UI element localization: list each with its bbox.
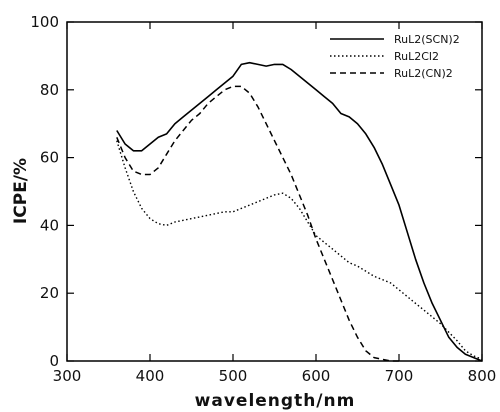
legend-label-rul2-scn-2: RuL2(SCN)2 <box>394 33 460 46</box>
x-tick-label-2: 500 <box>219 367 248 385</box>
y-axis-title: ICPE/% <box>11 158 31 224</box>
y-tick-label-2: 40 <box>40 216 59 234</box>
x-tick-label-3: 600 <box>302 367 331 385</box>
series-line-rul2cl2 <box>116 140 483 360</box>
series-line-rul2-scn-2 <box>116 61 483 362</box>
x-axis-title: wavelength/nm <box>195 391 356 411</box>
x-tick-label-1: 400 <box>136 367 165 385</box>
y-tick-label-4: 80 <box>40 81 59 99</box>
y-tick-label-3: 60 <box>40 149 59 167</box>
y-tick-label-1: 20 <box>40 284 59 302</box>
y-tick-label-0: 0 <box>49 352 59 370</box>
legend: RuL2(SCN)2 RuL2Cl2 RuL2(CN)2 <box>330 33 460 80</box>
plot-area-frame <box>66 21 483 362</box>
x-tick-label-5: 800 <box>468 367 497 385</box>
x-tick-label-0: 300 <box>53 367 82 385</box>
legend-label-rul2cl2: RuL2Cl2 <box>394 50 439 63</box>
legend-label-rul2-cn-2: RuL2(CN)2 <box>394 67 453 80</box>
x-tick-label-4: 700 <box>385 367 414 385</box>
series-group <box>116 61 483 362</box>
series-line-rul2-cn-2 <box>116 85 399 362</box>
axis-ticks: 300 400 500 600 700 800 0 20 40 60 80 100 <box>30 13 496 385</box>
y-tick-label-5: 100 <box>30 13 59 31</box>
